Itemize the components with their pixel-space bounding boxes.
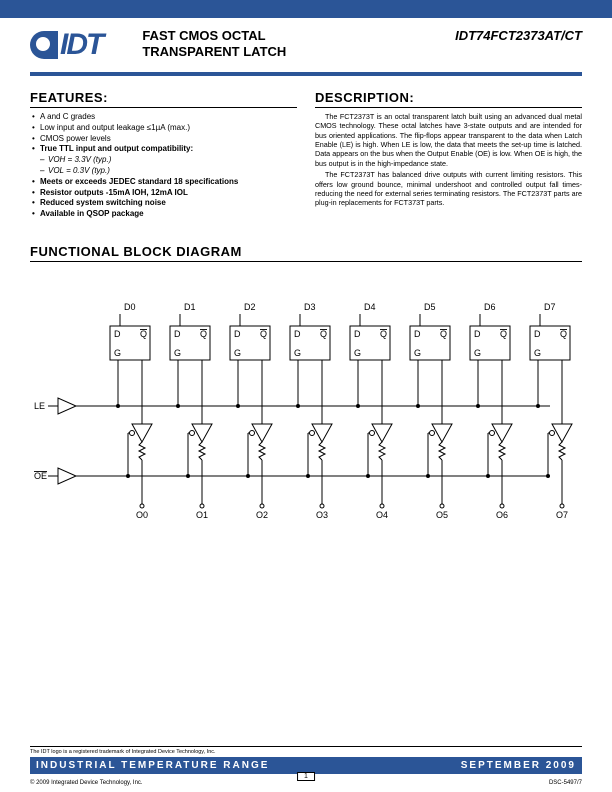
idt-logo: IDT (30, 28, 102, 62)
features-column: FEATURES: A and C grades Low input and o… (30, 90, 297, 220)
description-text: The FCT2373T is an octal transparent lat… (315, 112, 582, 208)
svg-text:D0: D0 (124, 302, 136, 312)
svg-text:O5: O5 (436, 510, 448, 520)
svg-text:D: D (414, 329, 421, 339)
svg-text:O2: O2 (256, 510, 268, 520)
title-block: FAST CMOS OCTAL TRANSPARENT LATCH (142, 28, 455, 59)
svg-text:G: G (414, 348, 421, 358)
svg-text:G: G (234, 348, 241, 358)
part-number: IDT74FCT2373AT/CT (455, 28, 582, 43)
svg-text:D: D (294, 329, 301, 339)
svg-text:O4: O4 (376, 510, 388, 520)
feature-item: Meets or exceeds JEDEC standard 18 speci… (30, 177, 297, 188)
feature-item: Reduced system switching noise (30, 198, 297, 209)
header: IDT FAST CMOS OCTAL TRANSPARENT LATCH ID… (0, 18, 612, 68)
fbd-heading: FUNCTIONAL BLOCK DIAGRAM (30, 244, 582, 259)
svg-text:D4: D4 (364, 302, 376, 312)
svg-text:Q: Q (500, 329, 507, 339)
svg-text:D3: D3 (304, 302, 316, 312)
footer-rule-top (30, 746, 582, 747)
svg-text:D: D (474, 329, 481, 339)
svg-text:Q: Q (560, 329, 567, 339)
svg-text:Q: Q (200, 329, 207, 339)
features-heading: FEATURES: (30, 90, 297, 105)
svg-text:LE: LE (34, 401, 45, 411)
svg-text:D: D (174, 329, 181, 339)
description-p1: The FCT2373T is an octal transparent lat… (315, 112, 582, 168)
copyright: © 2009 Integrated Device Technology, Inc… (30, 780, 143, 786)
svg-text:G: G (174, 348, 181, 358)
date: SEPTEMBER 2009 (461, 760, 576, 771)
feature-item: Available in QSOP package (30, 209, 297, 220)
svg-text:O1: O1 (196, 510, 208, 520)
logo-icon (30, 31, 58, 59)
svg-text:OE: OE (34, 471, 47, 481)
svg-text:D7: D7 (544, 302, 556, 312)
description-p2: The FCT2373T has balanced drive outputs … (315, 170, 582, 207)
top-blue-bar (0, 0, 612, 18)
svg-text:O3: O3 (316, 510, 328, 520)
doc-number: DSC-5497/7 (549, 780, 582, 786)
svg-text:D5: D5 (424, 302, 436, 312)
description-rule (315, 107, 582, 108)
features-list: A and C grades Low input and output leak… (30, 112, 297, 220)
trademark-note: The IDT logo is a registered trademark o… (0, 749, 612, 755)
feature-subitem: VOH = 3.3V (typ.) (30, 155, 297, 166)
footer-bar: INDUSTRIAL TEMPERATURE RANGE SEPTEMBER 2… (30, 757, 582, 774)
svg-text:D: D (534, 329, 541, 339)
svg-text:Q: Q (440, 329, 447, 339)
svg-text:D: D (234, 329, 241, 339)
svg-text:D2: D2 (244, 302, 256, 312)
description-heading: DESCRIPTION: (315, 90, 582, 105)
diagram-svg: LE OE D0 D Q G O0 D1 D Q G O1 D2 D Q G O2 D3 D Q G O3 D4 D Q G O4 D… (30, 296, 582, 526)
header-rule (30, 72, 582, 76)
svg-text:G: G (354, 348, 361, 358)
svg-text:D1: D1 (184, 302, 196, 312)
svg-text:O0: O0 (136, 510, 148, 520)
title-line2: TRANSPARENT LATCH (142, 44, 455, 60)
svg-text:Q: Q (140, 329, 147, 339)
svg-text:Q: Q (380, 329, 387, 339)
svg-text:G: G (114, 348, 121, 358)
svg-text:G: G (474, 348, 481, 358)
features-rule (30, 107, 297, 108)
svg-text:Q: Q (320, 329, 327, 339)
title-line1: FAST CMOS OCTAL (142, 28, 455, 44)
svg-text:O7: O7 (556, 510, 568, 520)
feature-item: A and C grades (30, 112, 297, 123)
content-columns: FEATURES: A and C grades Low input and o… (0, 84, 612, 224)
svg-text:G: G (534, 348, 541, 358)
logo-text: IDT (60, 28, 102, 62)
footer: The IDT logo is a registered trademark o… (0, 744, 612, 792)
fbd-section: FUNCTIONAL BLOCK DIAGRAM (0, 224, 612, 266)
feature-item: True TTL input and output compatibility: (30, 144, 297, 155)
svg-text:D6: D6 (484, 302, 496, 312)
feature-item: CMOS power levels (30, 134, 297, 145)
description-column: DESCRIPTION: The FCT2373T is an octal tr… (315, 90, 582, 220)
svg-text:D: D (114, 329, 121, 339)
feature-item: Resistor outputs -15mA IOH, 12mA IOL (30, 188, 297, 199)
feature-subitem: VOL = 0.3V (typ.) (30, 166, 297, 177)
svg-text:G: G (294, 348, 301, 358)
svg-text:O6: O6 (496, 510, 508, 520)
block-diagram: LE OE D0 D Q G O0 D1 D Q G O1 D2 D Q G O2 D3 D Q G O3 D4 D Q G O4 D… (30, 296, 582, 526)
svg-text:D: D (354, 329, 361, 339)
svg-text:Q: Q (260, 329, 267, 339)
fbd-rule (30, 261, 582, 262)
feature-item: Low input and output leakage ≤1µA (max.) (30, 123, 297, 134)
temp-range: INDUSTRIAL TEMPERATURE RANGE (36, 760, 269, 771)
page-number: 1 (297, 772, 315, 781)
